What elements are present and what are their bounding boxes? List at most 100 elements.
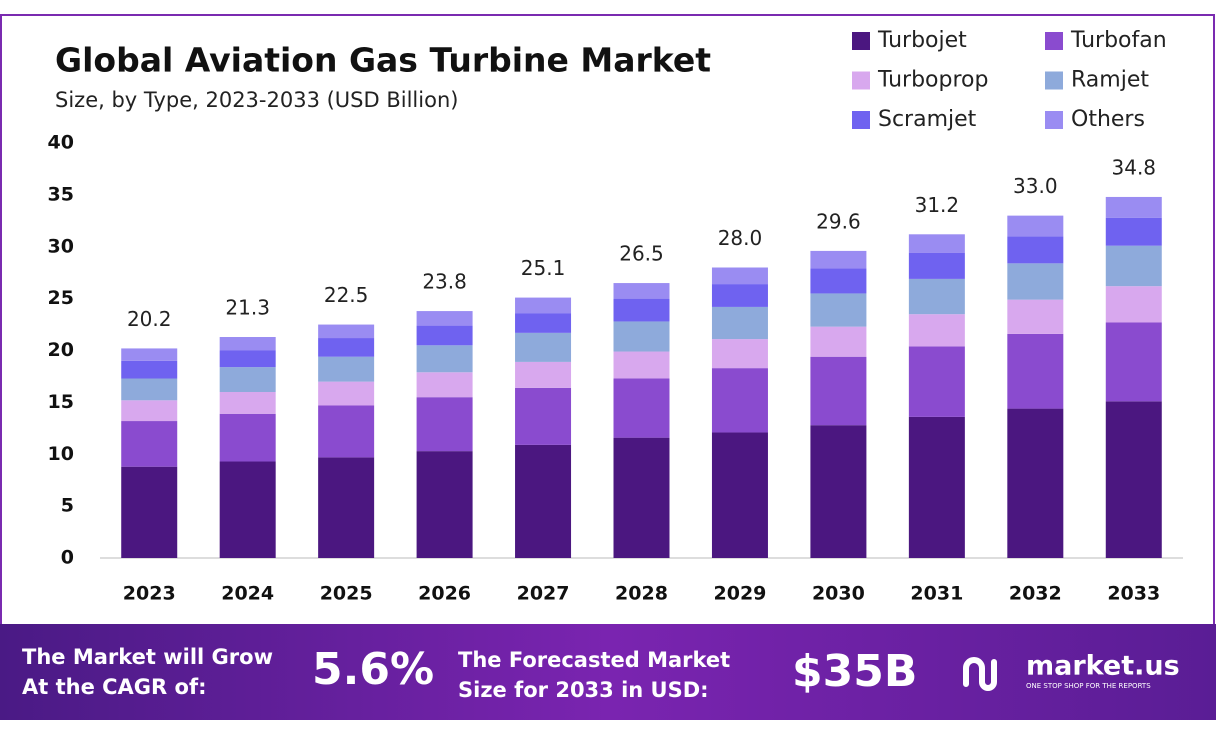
bar-segment [416,397,473,452]
bar-segment [1105,286,1162,323]
bar-segment [318,457,375,558]
y-tick-label: 20 [48,339,74,361]
bar-segment [121,348,178,361]
y-tick-label: 15 [48,391,74,413]
bar-segment [515,387,572,445]
legend-label: Others [1071,107,1145,132]
x-tick-label: 2025 [320,583,373,605]
bar-segment [613,437,670,558]
bar-segment [1007,408,1064,558]
bar-segment [908,346,965,417]
legend-label: Turbofan [1070,28,1167,53]
footer-text: At the CAGR of: [22,675,207,699]
total-label: 22.5 [324,283,369,307]
bar-segment [1007,236,1064,264]
bar-segment [613,321,670,352]
legend-swatch [1045,71,1063,90]
total-label: 21.3 [225,296,270,320]
bar-segment [318,324,375,339]
bar-segment [515,297,572,314]
bar-segment [613,298,670,322]
bar-segment [908,416,965,558]
legend-swatch [1045,111,1063,129]
x-tick-label: 2028 [615,583,668,605]
y-tick-label: 30 [48,235,74,257]
bar-segment [613,283,670,299]
bar-segment [1007,215,1064,237]
x-tick-label: 2033 [1107,583,1160,605]
x-tick-label: 2023 [123,583,176,605]
bar-segment [1007,333,1064,409]
bar-segment [1105,401,1162,558]
bar-segment [416,311,473,326]
bar-segment [121,360,178,379]
bar-segment [613,378,670,438]
bar-segment [908,252,965,279]
bar-segment [1007,263,1064,300]
bar-segment [810,326,867,357]
bar-segment [908,314,965,347]
bar-segment [613,351,670,379]
bar-segment [711,284,768,307]
legend-label: Scramjet [878,107,977,132]
bar-segment [121,421,178,467]
bar-segment [219,413,276,462]
chart-subtitle: Size, by Type, 2023-2033 (USD Billion) [55,88,458,112]
bar-segment [810,425,867,558]
chart-title: Global Aviation Gas Turbine Market [55,41,711,80]
legend-swatch [1045,32,1063,50]
bar-segment [219,367,276,392]
bar-segment [1007,299,1064,334]
legend-label: Turboprop [877,68,988,93]
bar-segment [318,381,375,406]
bar-segment [219,350,276,368]
bar-segment [908,278,965,315]
bar-segment [711,267,768,285]
total-label: 26.5 [619,242,664,266]
bar-segment [711,432,768,558]
x-tick-label: 2032 [1009,583,1062,605]
y-tick-label: 10 [48,443,74,465]
brand-name: market.us [1026,651,1180,682]
x-tick-label: 2027 [517,583,570,605]
bar-segment [810,268,867,294]
bar-segment [416,451,473,558]
legend-label: Turbojet [877,28,967,53]
legend-swatch [852,71,870,90]
bar-segment [416,325,473,346]
bar-segment [121,400,178,422]
bar-segment [711,339,768,369]
total-label: 31.2 [915,193,960,217]
x-tick-label: 2029 [714,583,767,605]
bar-segment [416,372,473,398]
footer-text: Size for 2033 in USD: [458,678,709,702]
total-label: 28.0 [718,226,763,250]
bar-segment [515,444,572,558]
bar-segment [121,466,178,558]
bar-segment [219,461,276,558]
forecast-value: $35B [792,646,917,697]
bar-segment [318,356,375,382]
bar-segment [810,356,867,426]
x-tick-label: 2026 [418,583,471,605]
bar-segment [416,345,473,373]
x-tick-label: 2030 [812,583,865,605]
y-tick-label: 40 [48,132,74,154]
bar-segment [515,332,572,362]
logo-mark [963,657,997,691]
bar-segment [810,250,867,269]
x-tick-label: 2024 [221,583,274,605]
legend-label: Ramjet [1071,68,1149,93]
cagr-value: 5.6% [312,644,434,695]
bar-segment [711,368,768,433]
bar-segment [515,313,572,333]
legend-swatch [852,32,870,50]
bar-segment [121,378,178,401]
bar-segment [219,337,276,351]
bar-segment [318,405,375,458]
bar-segment [1105,245,1162,287]
bar-segment [1105,217,1162,246]
total-label: 33.0 [1013,174,1058,198]
total-label: 25.1 [521,256,566,280]
